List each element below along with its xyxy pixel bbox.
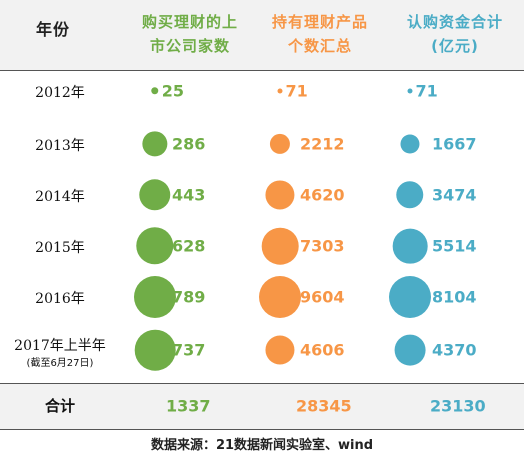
- companies-value: 789: [172, 287, 206, 307]
- products-value: 4606: [300, 340, 345, 360]
- companies-value: 443: [172, 185, 206, 205]
- row-year: 2012年: [35, 85, 85, 101]
- companies-bubble: [151, 87, 159, 95]
- header-funds-line1: 认购资金合计: [406, 13, 503, 31]
- products-value: 71: [285, 81, 308, 101]
- companies-value: 286: [172, 134, 206, 154]
- header-band: [0, 0, 524, 70]
- funds-value: 1667: [432, 134, 477, 154]
- total-top-divider: [0, 383, 524, 384]
- total-band: [0, 383, 524, 429]
- header-divider: [0, 70, 524, 71]
- funds-bubble: [389, 276, 431, 318]
- companies-value: 628: [172, 236, 206, 256]
- products-bubble: [269, 133, 291, 155]
- products-value: 4620: [300, 185, 345, 205]
- row-year: 2017年上半年: [14, 338, 106, 354]
- funds-bubble: [400, 134, 420, 154]
- companies-bubble: [136, 227, 174, 265]
- products-value: 2212: [300, 134, 345, 154]
- row-year: 2016年: [35, 291, 85, 307]
- header-year: 年份: [35, 20, 70, 39]
- products-bubble: [277, 88, 283, 94]
- header-funds-line2: (亿元): [431, 37, 479, 55]
- products-value: 9604: [300, 287, 345, 307]
- total-products-value: 28345: [296, 396, 352, 416]
- row-year: 2013年: [35, 138, 85, 154]
- companies-value: 737: [172, 340, 206, 360]
- row-year: 2014年: [35, 189, 85, 205]
- products-bubble: [265, 335, 295, 365]
- row-year-note: (截至6月27日): [26, 358, 94, 369]
- funds-value: 5514: [432, 236, 477, 256]
- products-bubble: [265, 180, 295, 210]
- header-companies-line2: 市公司家数: [149, 37, 230, 55]
- funds-bubble: [394, 334, 426, 366]
- funds-value: 8104: [432, 287, 477, 307]
- companies-value: 25: [161, 81, 184, 101]
- companies-bubble: [139, 179, 171, 211]
- products-bubble: [259, 276, 301, 318]
- header-funds: 认购资金合计 (亿元): [385, 10, 524, 58]
- companies-bubble: [142, 131, 168, 157]
- total-funds-value: 23130: [430, 396, 486, 416]
- header-products: 持有理财产品 个数汇总: [255, 10, 385, 58]
- funds-value: 3474: [432, 185, 477, 205]
- funds-bubble: [392, 228, 428, 264]
- total-bottom-divider: [0, 429, 524, 430]
- total-companies-value: 1337: [166, 396, 211, 416]
- header-products-line1: 持有理财产品: [271, 13, 368, 31]
- funds-value: 4370: [432, 340, 477, 360]
- products-bubble: [261, 227, 299, 265]
- header-products-line2: 个数汇总: [287, 37, 352, 55]
- products-value: 7303: [300, 236, 345, 256]
- row-year: 2015年: [35, 240, 85, 256]
- companies-bubble: [134, 276, 176, 318]
- funds-bubble: [407, 88, 413, 94]
- header-companies-line1: 购买理财的上: [141, 13, 238, 31]
- companies-bubble: [134, 329, 176, 371]
- data-source: 数据来源：21数据新闻实验室、wind: [150, 438, 374, 453]
- header-companies: 购买理财的上 市公司家数: [125, 10, 255, 58]
- funds-value: 71: [415, 81, 438, 101]
- funds-bubble: [396, 181, 424, 209]
- total-label: 合计: [44, 397, 75, 415]
